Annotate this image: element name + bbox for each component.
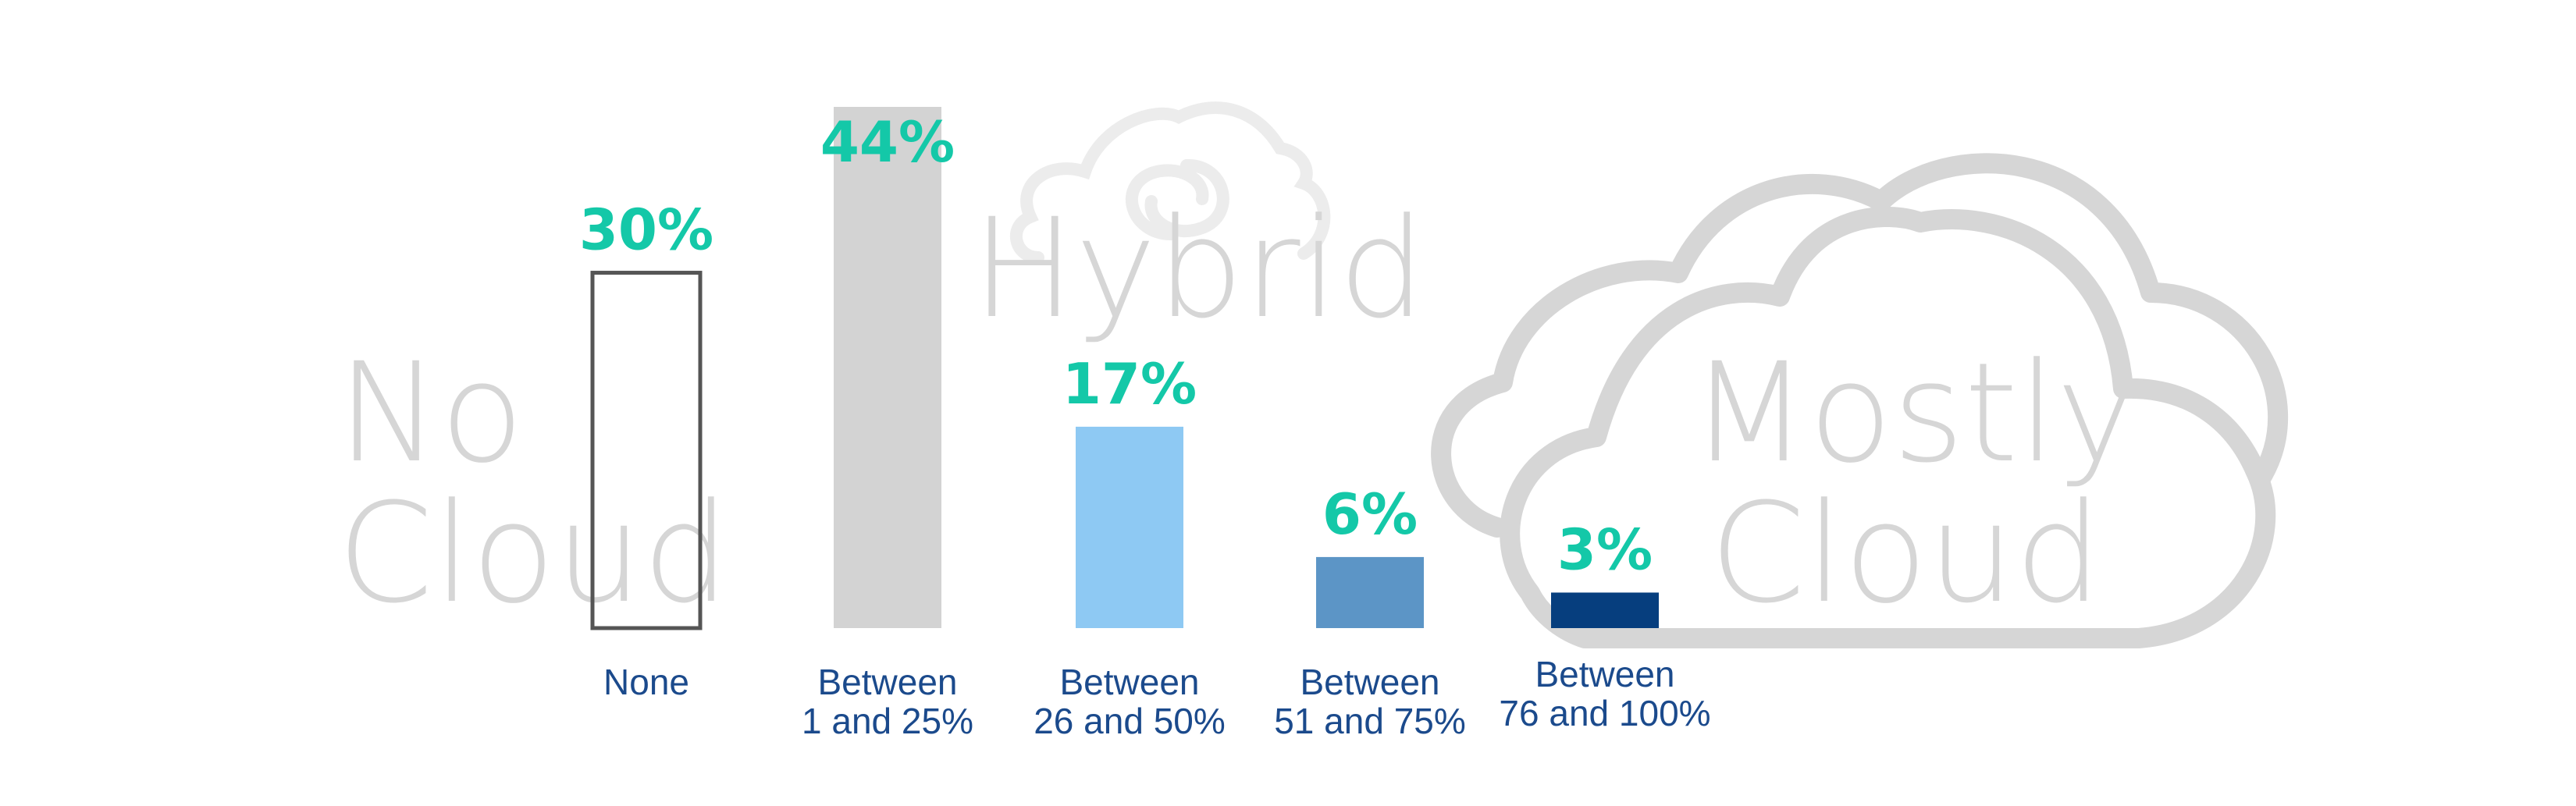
bar-1 xyxy=(834,107,941,628)
zone-label-hybrid: Hybrid xyxy=(972,189,1425,349)
category-label-3: Between 51 and 75% xyxy=(1274,662,1466,741)
bar-0 xyxy=(590,271,703,630)
zone-label-cloud-2: Cloud xyxy=(1710,474,2102,634)
zone-label-no: No xyxy=(337,333,524,493)
bar-3 xyxy=(1316,556,1424,628)
category-label-2: Between 26 and 50% xyxy=(1034,662,1226,741)
bars-group: 30% None 44% Between 1 and 25% 17% Between 26 a… xyxy=(579,107,1711,741)
value-label-0: 30% xyxy=(579,197,713,263)
bar-2 xyxy=(1076,426,1183,628)
bar-4 xyxy=(1551,592,1659,628)
value-label-4: 3% xyxy=(1557,517,1653,582)
value-label-3: 6% xyxy=(1322,481,1418,547)
zone-label-mostly: Mostly xyxy=(1690,333,2137,493)
value-label-2: 17% xyxy=(1062,351,1197,417)
hybrid-cloud-icon xyxy=(1010,101,1331,264)
cloud-icon xyxy=(1431,153,2289,648)
category-label-1: Between 1 and 25% xyxy=(802,662,973,741)
category-label-0: None xyxy=(603,662,689,702)
value-label-1: 44% xyxy=(820,109,955,175)
category-label-4: Between 76 and 100% xyxy=(1499,654,1710,733)
zone-label-cloud: Cloud xyxy=(337,474,730,634)
